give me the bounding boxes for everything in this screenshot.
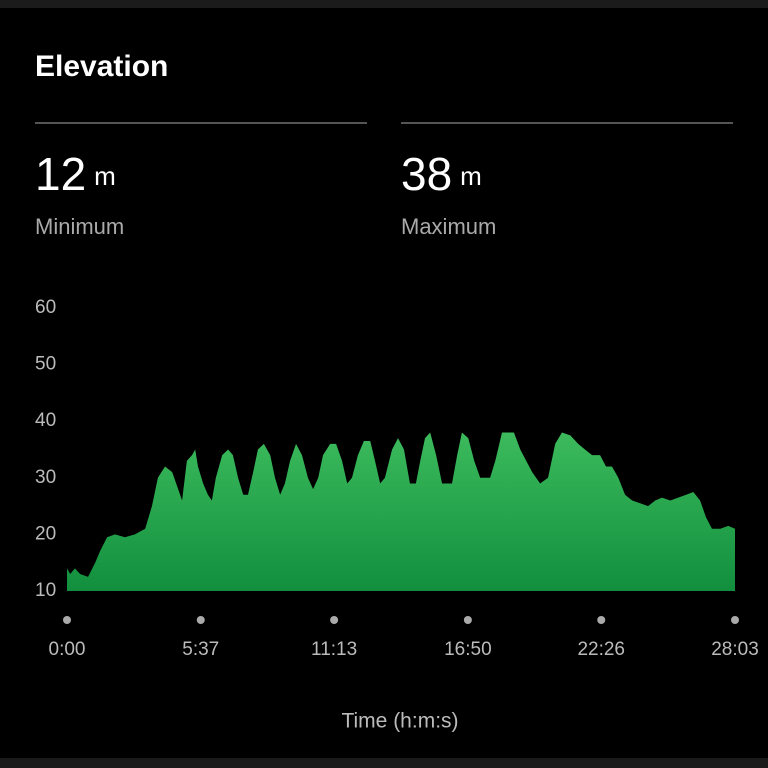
stat-unit: m [460,161,482,191]
stat-unit: m [94,161,116,191]
elevation-area [67,432,735,591]
x-tick-label: 5:37 [182,639,219,660]
x-tick-label: 22:26 [577,639,625,660]
y-tick-label: 30 [35,467,56,488]
x-tick-label: 28:03 [711,639,759,660]
x-axis-title: Time (h:m:s) [341,710,458,733]
x-tick-dot [330,616,339,624]
x-tick-label: 11:13 [311,639,357,660]
x-tick-dot [196,616,205,624]
x-tick-label: 0:00 [49,639,86,660]
stat-label: Maximum [401,214,496,239]
x-tick-dot [463,616,472,624]
stat-number: 12 [35,148,86,200]
stat-value: 38 m [401,148,482,200]
stat-label: Minimum [35,214,124,239]
x-tick-dot [63,616,71,624]
y-tick-label: 40 [35,410,56,431]
x-tick-dot [731,616,739,624]
x-tick-label: 16:50 [444,639,492,660]
stat-value: 12 m [35,148,116,200]
y-tick-label: 20 [35,523,56,544]
x-tick-dot [597,616,606,624]
y-tick-label: 50 [35,354,56,375]
stat-number: 38 [401,148,452,200]
title: Elevation [35,50,168,83]
y-tick-label: 60 [35,297,56,318]
bottom-bar [0,758,768,768]
top-bar [0,0,768,8]
y-tick-label: 10 [35,580,56,601]
